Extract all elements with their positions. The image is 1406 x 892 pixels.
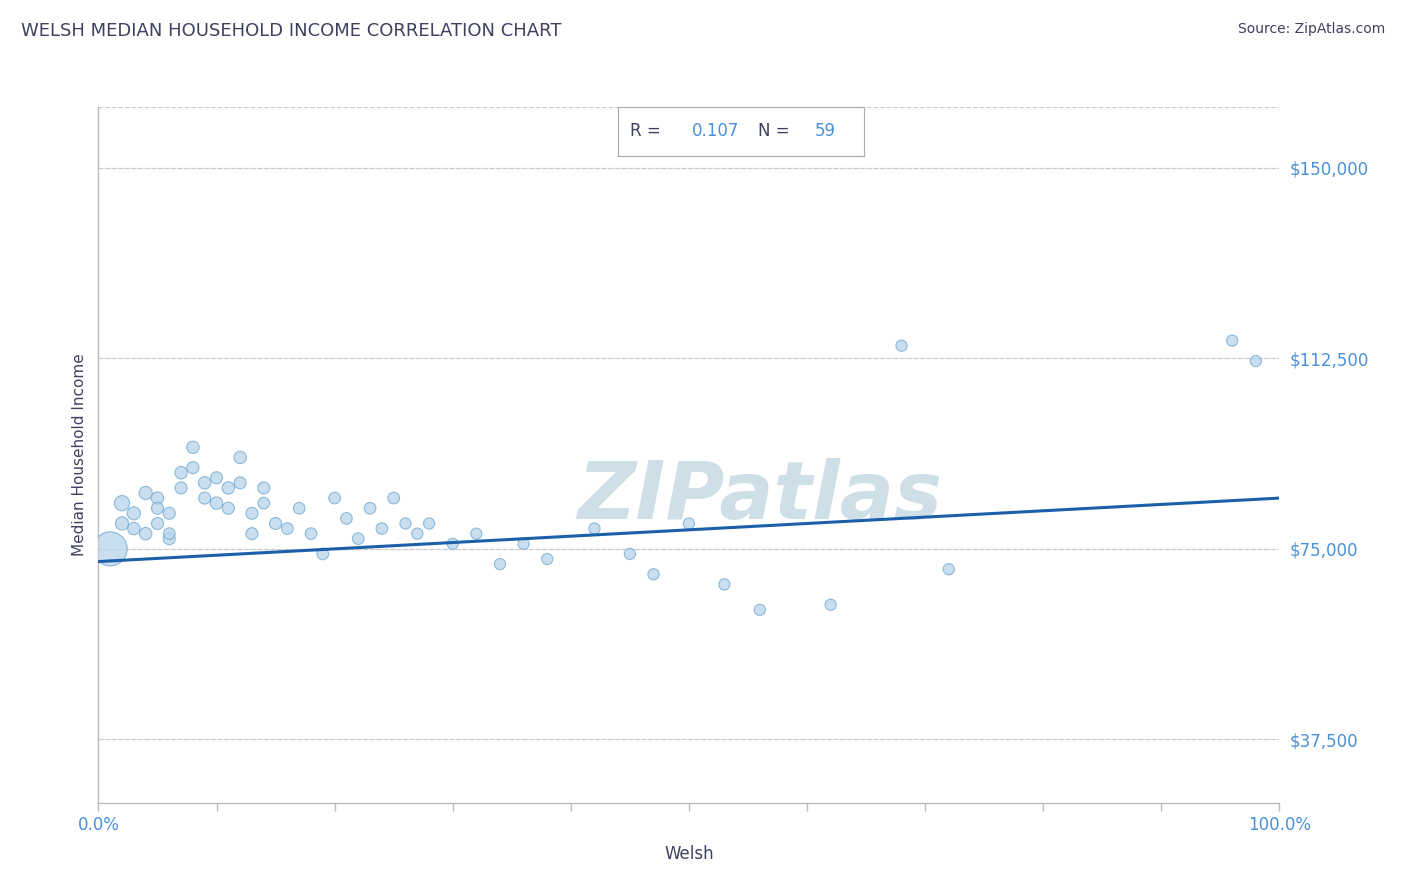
Y-axis label: Median Household Income: Median Household Income bbox=[72, 353, 87, 557]
Point bbox=[371, 522, 394, 536]
Point bbox=[748, 603, 770, 617]
Point bbox=[359, 501, 381, 516]
Point bbox=[157, 532, 180, 546]
Point bbox=[194, 475, 217, 490]
Point bbox=[157, 526, 180, 541]
Point bbox=[253, 496, 276, 510]
Point bbox=[181, 460, 204, 475]
Point bbox=[146, 516, 169, 531]
Point bbox=[465, 526, 488, 541]
Point bbox=[170, 481, 193, 495]
Point bbox=[489, 557, 512, 571]
Point bbox=[111, 496, 134, 510]
Point bbox=[170, 466, 193, 480]
Point bbox=[643, 567, 665, 582]
Point bbox=[264, 516, 287, 531]
Point bbox=[111, 516, 134, 531]
Point bbox=[217, 481, 239, 495]
Point bbox=[312, 547, 335, 561]
Point bbox=[146, 501, 169, 516]
Point bbox=[122, 506, 145, 520]
Point bbox=[299, 526, 322, 541]
Point bbox=[229, 475, 252, 490]
Point bbox=[938, 562, 960, 576]
Point bbox=[122, 522, 145, 536]
Point bbox=[194, 491, 217, 505]
Point bbox=[394, 516, 416, 531]
Point bbox=[205, 496, 228, 510]
Text: 0.107: 0.107 bbox=[692, 122, 740, 140]
Point bbox=[713, 577, 735, 591]
Text: 59: 59 bbox=[815, 122, 837, 140]
Point bbox=[98, 541, 121, 556]
Point bbox=[890, 339, 912, 353]
Point bbox=[583, 522, 606, 536]
Point bbox=[135, 526, 157, 541]
Point bbox=[512, 537, 534, 551]
Point bbox=[205, 471, 228, 485]
Text: ZIPatlas: ZIPatlas bbox=[578, 458, 942, 536]
X-axis label: Welsh: Welsh bbox=[664, 845, 714, 863]
Point bbox=[240, 526, 263, 541]
Text: N =: N = bbox=[758, 122, 796, 140]
Point bbox=[418, 516, 440, 531]
Point bbox=[135, 486, 157, 500]
Point bbox=[181, 440, 204, 454]
Point bbox=[678, 516, 700, 531]
Point bbox=[1220, 334, 1243, 348]
Text: WELSH MEDIAN HOUSEHOLD INCOME CORRELATION CHART: WELSH MEDIAN HOUSEHOLD INCOME CORRELATIO… bbox=[21, 22, 561, 40]
Point bbox=[820, 598, 842, 612]
Point bbox=[406, 526, 429, 541]
Point bbox=[229, 450, 252, 465]
Point bbox=[347, 532, 370, 546]
Point bbox=[323, 491, 346, 505]
Point bbox=[146, 491, 169, 505]
Point bbox=[441, 537, 464, 551]
Point bbox=[253, 481, 276, 495]
Point bbox=[240, 506, 263, 520]
Point bbox=[382, 491, 405, 505]
Text: R =: R = bbox=[630, 122, 666, 140]
Point bbox=[276, 522, 298, 536]
Point bbox=[1244, 354, 1267, 368]
Point bbox=[335, 511, 357, 525]
Point bbox=[619, 547, 641, 561]
Text: Source: ZipAtlas.com: Source: ZipAtlas.com bbox=[1237, 22, 1385, 37]
Point bbox=[288, 501, 311, 516]
Point bbox=[157, 506, 180, 520]
Point bbox=[217, 501, 239, 516]
Point bbox=[536, 552, 558, 566]
